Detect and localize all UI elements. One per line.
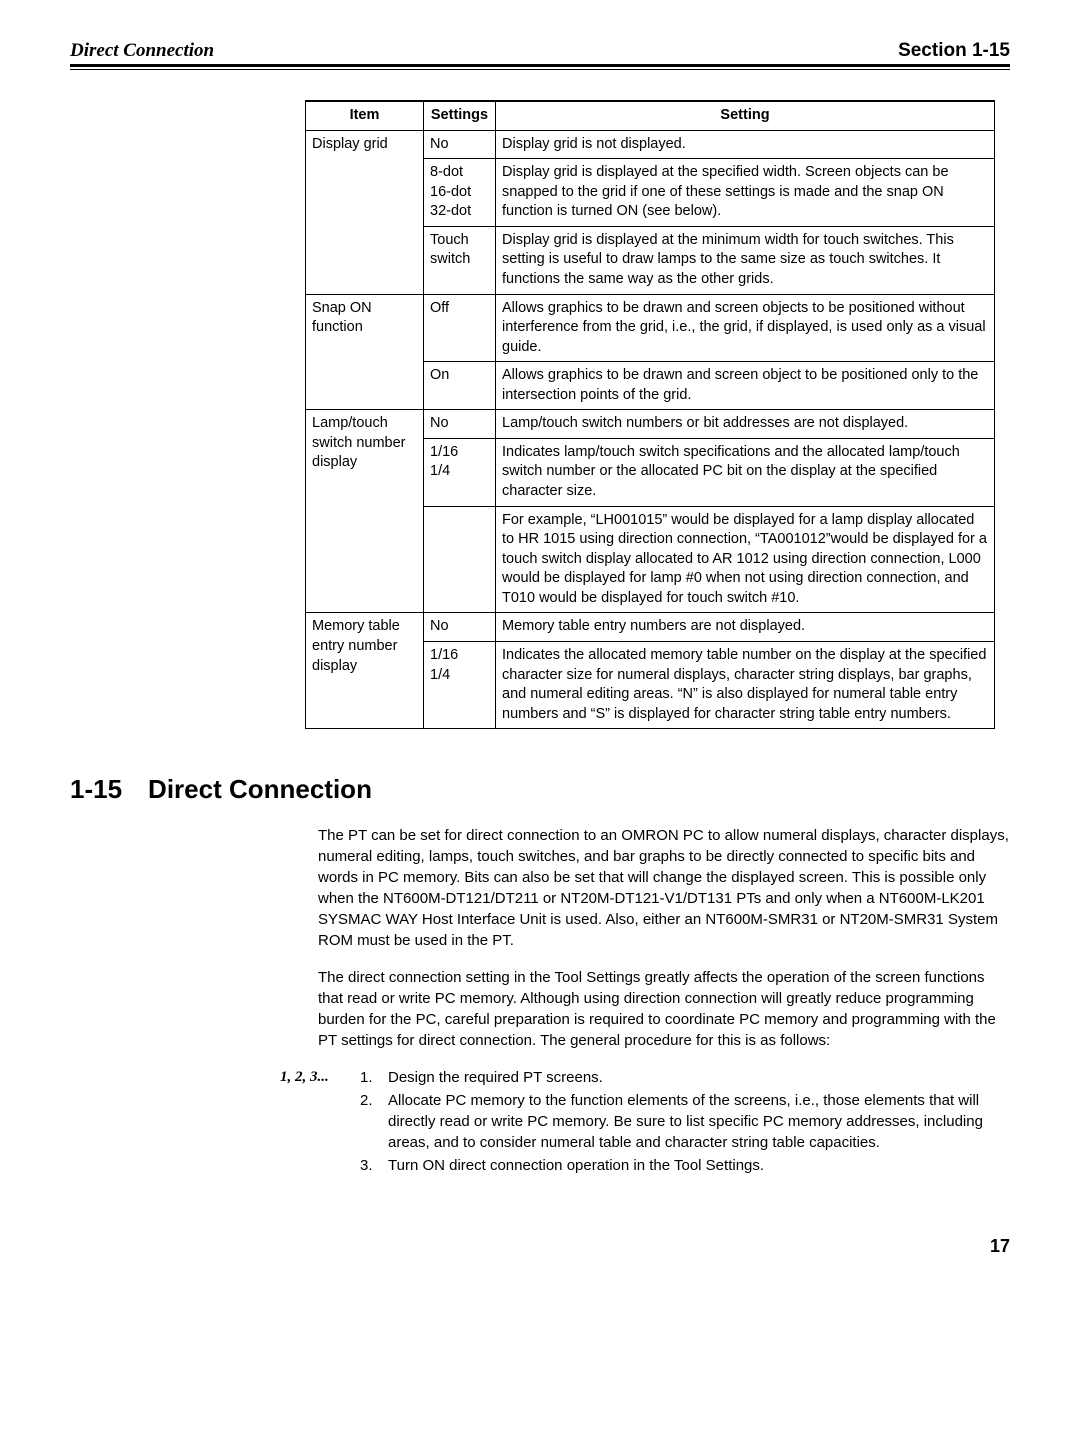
steps-label: 1, 2, 3... [280,1067,329,1088]
cell-desc: Display grid is displayed at the specifi… [496,159,995,227]
step-item: 1. Design the required PT screens. [360,1067,1010,1088]
cell-desc: Indicates the allocated memory table num… [496,641,995,728]
step-item: 2. Allocate PC memory to the function ele… [360,1090,1010,1153]
header-left: Direct Connection [70,40,214,62]
cell-desc: Display grid is displayed at the minimum… [496,226,995,294]
table-row: Lamp/touch switch number displayNoLamp/t… [306,410,995,439]
cell-settings: 1/161/4 [424,641,496,728]
th-setting: Setting [496,101,995,130]
cell-item: Lamp/touch switch number display [306,410,424,613]
paragraph-1: The PT can be set for direct connection … [318,825,1010,951]
step-text: Design the required PT screens. [388,1069,603,1086]
cell-settings: Touch switch [424,226,496,294]
cell-desc: For example, “LH001015” would be display… [496,506,995,613]
step-item: 3. Turn ON direct connection operation in… [360,1155,1010,1176]
page-header: Direct Connection Section 1-15 [70,40,1010,67]
cell-settings: Off [424,294,496,362]
table-row: Memory table entry number displayNoMemor… [306,613,995,642]
cell-settings: No [424,613,496,642]
step-number: 2. [360,1090,373,1111]
cell-desc: Allows graphics to be drawn and screen o… [496,294,995,362]
cell-desc: Indicates lamp/touch switch specificatio… [496,438,995,506]
cell-desc: Display grid is not displayed. [496,130,995,159]
cell-settings: No [424,410,496,439]
section-body: The PT can be set for direct connection … [318,825,1010,1051]
cell-desc: Allows graphics to be drawn and screen o… [496,362,995,410]
cell-desc: Memory table entry numbers are not displ… [496,613,995,642]
steps-block: 1, 2, 3... 1. Design the required PT scre… [280,1067,1010,1176]
cell-item: Memory table entry number display [306,613,424,729]
settings-table: Item Settings Setting Display gridNoDisp… [305,100,995,729]
step-text: Allocate PC memory to the function eleme… [388,1092,983,1151]
header-rule [70,69,1010,70]
cell-settings [424,506,496,613]
section-heading: 1-15 Direct Connection [70,774,1010,805]
cell-settings: 1/161/4 [424,438,496,506]
table-row: Display gridNoDisplay grid is not displa… [306,130,995,159]
steps-list: 1. Design the required PT screens. 2. Alloc… [280,1067,1010,1176]
cell-settings: 8-dot16-dot32-dot [424,159,496,227]
page-number: 17 [70,1236,1010,1257]
header-right: Section 1-15 [898,40,1010,62]
step-number: 1. [360,1067,373,1088]
paragraph-2: The direct connection setting in the Too… [318,967,1010,1051]
th-item: Item [306,101,424,130]
table-body: Display gridNoDisplay grid is not displa… [306,130,995,729]
cell-item: Display grid [306,130,424,294]
cell-settings: On [424,362,496,410]
cell-desc: Lamp/touch switch numbers or bit address… [496,410,995,439]
step-text: Turn ON direct connection operation in t… [388,1157,764,1174]
table-header-row: Item Settings Setting [306,101,995,130]
cell-item: Snap ON function [306,294,424,410]
th-settings: Settings [424,101,496,130]
step-number: 3. [360,1155,373,1176]
cell-settings: No [424,130,496,159]
table-row: Snap ON functionOffAllows graphics to be… [306,294,995,362]
